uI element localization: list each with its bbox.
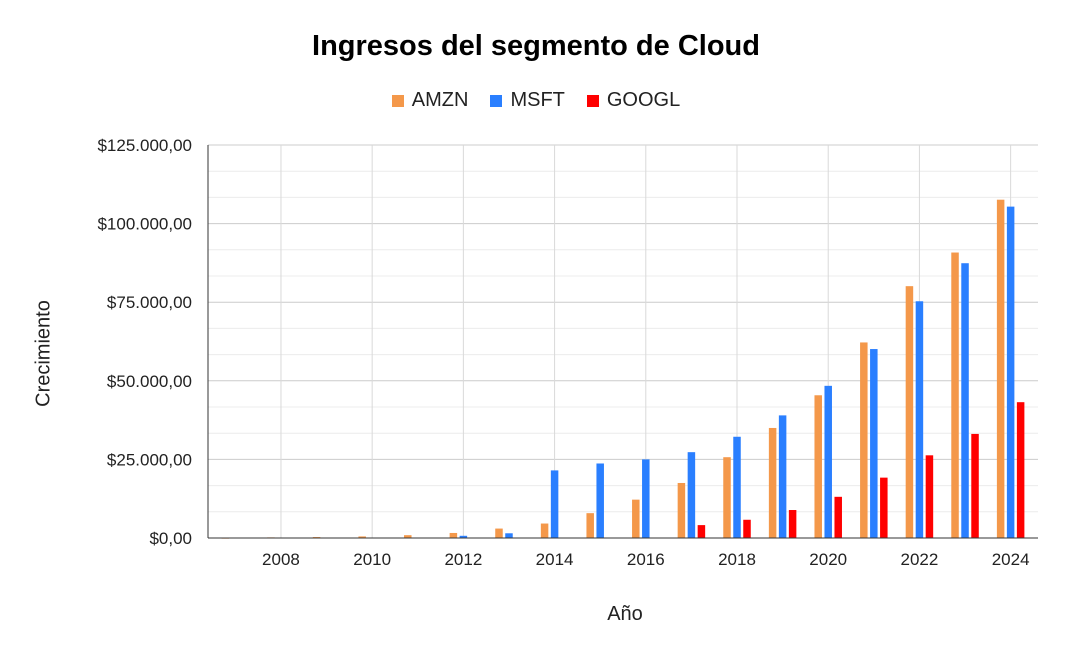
bar-amzn	[358, 536, 366, 538]
y-tick-label: $0,00	[149, 529, 192, 548]
bar-googl	[743, 519, 751, 538]
y-tick-label: $25.000,00	[107, 450, 192, 469]
bar-amzn	[860, 342, 868, 538]
bar-googl	[697, 525, 706, 538]
bar-msft	[459, 535, 468, 538]
bar-amzn	[677, 482, 686, 538]
x-tick-label: 2022	[901, 550, 939, 569]
x-tick-label: 2024	[992, 550, 1030, 569]
bar-amzn	[905, 286, 914, 538]
bar-msft	[733, 436, 741, 538]
legend-item-amzn: AMZN	[391, 89, 469, 112]
legend-label-googl: GOOGL	[606, 89, 681, 111]
bar-msft	[870, 349, 878, 538]
x-tick-label: 2008	[262, 550, 300, 569]
bar-amzn	[632, 499, 640, 538]
bar-msft	[961, 263, 969, 538]
bar-amzn	[404, 535, 412, 538]
chart-title: Ingresos del segmento de Cloud	[312, 30, 760, 62]
bar-amzn	[723, 457, 731, 538]
x-tick-label: 2012	[444, 550, 482, 569]
legend: AMZN MSFT GOOGL	[0, 89, 1072, 112]
bar-amzn	[768, 427, 777, 538]
bar-googl	[880, 477, 888, 538]
legend-swatch-msft	[490, 94, 503, 107]
legend-label-amzn: AMZN	[411, 89, 469, 111]
x-axis-title: Año	[607, 603, 643, 625]
bar-amzn	[814, 395, 822, 538]
bar-amzn	[996, 199, 1005, 538]
legend-label-msft: MSFT	[510, 89, 565, 111]
bar-msft	[915, 301, 924, 538]
y-tick-label: $100.000,00	[97, 215, 192, 234]
bar-msft	[778, 415, 787, 538]
bar-googl	[1016, 402, 1025, 538]
x-tick-label: 2014	[536, 550, 574, 569]
x-tick-label: 2016	[627, 550, 665, 569]
bar-msft	[687, 452, 696, 538]
bar-msft	[596, 463, 604, 538]
bar-msft	[550, 470, 559, 538]
bar-msft	[1006, 206, 1015, 538]
legend-swatch-amzn	[391, 94, 404, 107]
x-tick-label: 2020	[809, 550, 847, 569]
bar-msft	[824, 385, 832, 538]
bar-googl	[788, 510, 797, 538]
bar-amzn	[449, 532, 458, 538]
legend-item-googl: GOOGL	[586, 89, 681, 112]
y-tick-label: $50.000,00	[107, 372, 192, 391]
bar-googl	[925, 455, 934, 538]
bar-amzn	[951, 252, 959, 539]
y-axis-title: Crecimiento	[32, 300, 55, 407]
bar-amzn	[586, 513, 594, 538]
bar-msft	[642, 459, 650, 538]
x-tick-label: 2018	[718, 550, 756, 569]
bar-msft	[505, 533, 513, 538]
bar-amzn	[495, 528, 503, 538]
legend-item-msft: MSFT	[490, 89, 565, 112]
bar-googl	[971, 433, 979, 538]
legend-swatch-googl	[586, 94, 599, 107]
y-tick-label: $125.000,00	[97, 136, 192, 155]
bar-googl	[834, 496, 842, 538]
bar-amzn	[540, 523, 549, 538]
x-tick-label: 2010	[353, 550, 391, 569]
y-tick-label: $75.000,00	[107, 293, 192, 312]
